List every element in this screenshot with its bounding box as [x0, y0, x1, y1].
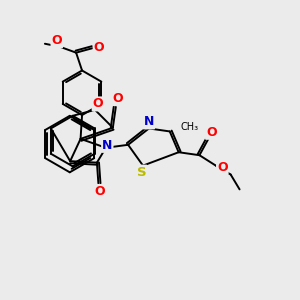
Text: O: O — [206, 126, 217, 139]
Text: O: O — [52, 34, 62, 47]
Text: O: O — [94, 185, 105, 198]
Text: O: O — [93, 98, 103, 110]
Text: O: O — [112, 92, 123, 105]
Text: O: O — [217, 160, 228, 174]
Text: N: N — [144, 116, 154, 128]
Text: CH₃: CH₃ — [180, 122, 198, 132]
Text: N: N — [102, 139, 112, 152]
Text: S: S — [137, 166, 146, 178]
Text: O: O — [94, 41, 104, 54]
